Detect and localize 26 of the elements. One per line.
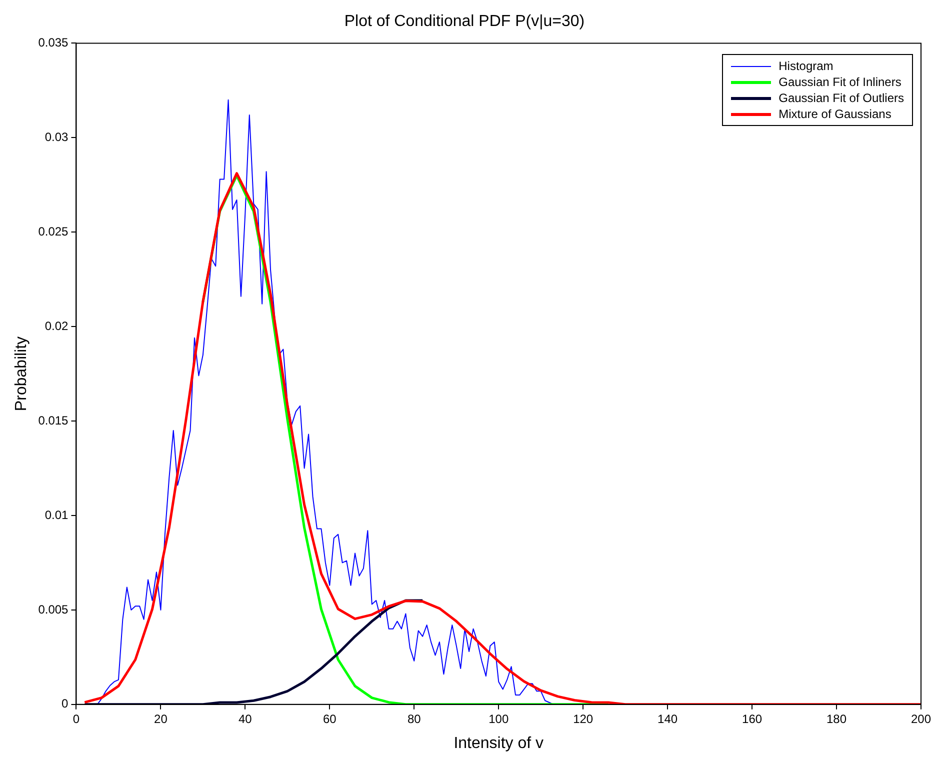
- x-tick-label: 200: [910, 712, 932, 726]
- y-tick-label: 0.02: [44, 318, 69, 333]
- x-tick-label: 60: [322, 712, 337, 726]
- legend-label: Histogram: [778, 59, 834, 73]
- y-tick-label: 0.005: [38, 602, 69, 616]
- x-tick-label: 120: [573, 712, 594, 726]
- x-tick-label: 0: [72, 712, 80, 726]
- chart-title: Plot of Conditional PDF P(v|u=30): [344, 13, 585, 30]
- legend-label: Gaussian Fit of Inliners: [778, 75, 902, 89]
- y-tick-label: 0.035: [38, 36, 69, 50]
- x-tick-label: 20: [154, 712, 168, 726]
- y-tick-label: 0.01: [44, 508, 69, 522]
- x-tick-label: 140: [658, 712, 678, 726]
- x-tick-label: 180: [826, 712, 847, 726]
- legend-label: Gaussian Fit of Outliers: [778, 91, 904, 105]
- x-tick-label: 40: [238, 712, 252, 726]
- y-tick-label: 0.03: [44, 130, 69, 144]
- x-tick-label: 80: [407, 712, 422, 726]
- x-axis-title: Intensity of v: [454, 734, 544, 752]
- y-tick-label: 0: [62, 696, 69, 711]
- legend-label: Mixture of Gaussians: [778, 107, 892, 121]
- y-tick-label: 0.015: [38, 413, 69, 428]
- y-tick-label: 0.025: [38, 224, 69, 238]
- x-tick-label: 100: [488, 712, 509, 726]
- x-tick-label: 160: [742, 712, 762, 726]
- y-axis-title: Probability: [13, 336, 30, 412]
